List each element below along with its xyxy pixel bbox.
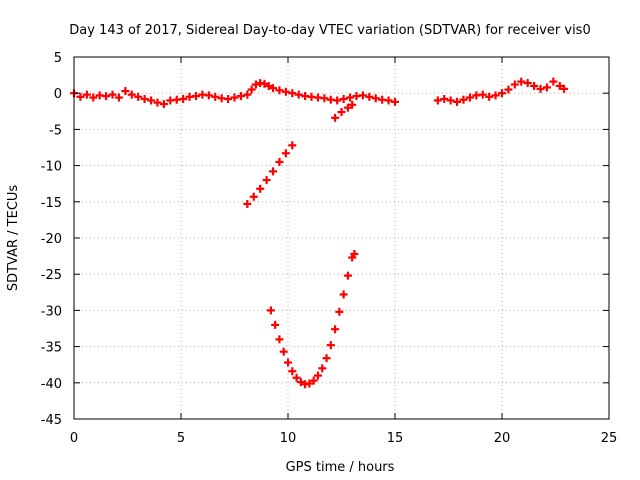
x-tick-label: 0 (70, 431, 78, 446)
y-tick-label: -25 (41, 268, 62, 283)
y-tick-label: 0 (54, 87, 62, 102)
y-tick-label: -40 (41, 377, 62, 392)
chart-title: Day 143 of 2017, Sidereal Day-to-day VTE… (69, 23, 590, 38)
y-tick-label: -45 (41, 413, 62, 428)
data-marks (70, 77, 569, 389)
tick-labels: 0 5 10 15 20 25 5 0 -5 -10 -15 -20 -25 -30 -35 -40 -45 (41, 51, 618, 446)
y-tick-label: 5 (54, 51, 62, 66)
y-tick-label: -35 (41, 341, 62, 356)
x-tick-label: 15 (387, 431, 404, 446)
y-tick-label: -30 (41, 304, 62, 319)
y-axis-label: SDTVAR / TECUs (6, 185, 21, 292)
x-tick-label: 5 (177, 431, 185, 446)
x-axis-label: GPS time / hours (286, 460, 395, 475)
y-tick-label: -10 (41, 160, 62, 175)
y-tick-label: -15 (41, 196, 62, 211)
y-tick-label: -5 (49, 123, 62, 138)
axis-ticks (73, 56, 610, 420)
x-tick-label: 10 (280, 431, 297, 446)
x-tick-label: 20 (494, 431, 511, 446)
y-tick-label: -20 (41, 232, 62, 247)
grid-lines (74, 57, 609, 419)
x-tick-label: 25 (601, 431, 618, 446)
